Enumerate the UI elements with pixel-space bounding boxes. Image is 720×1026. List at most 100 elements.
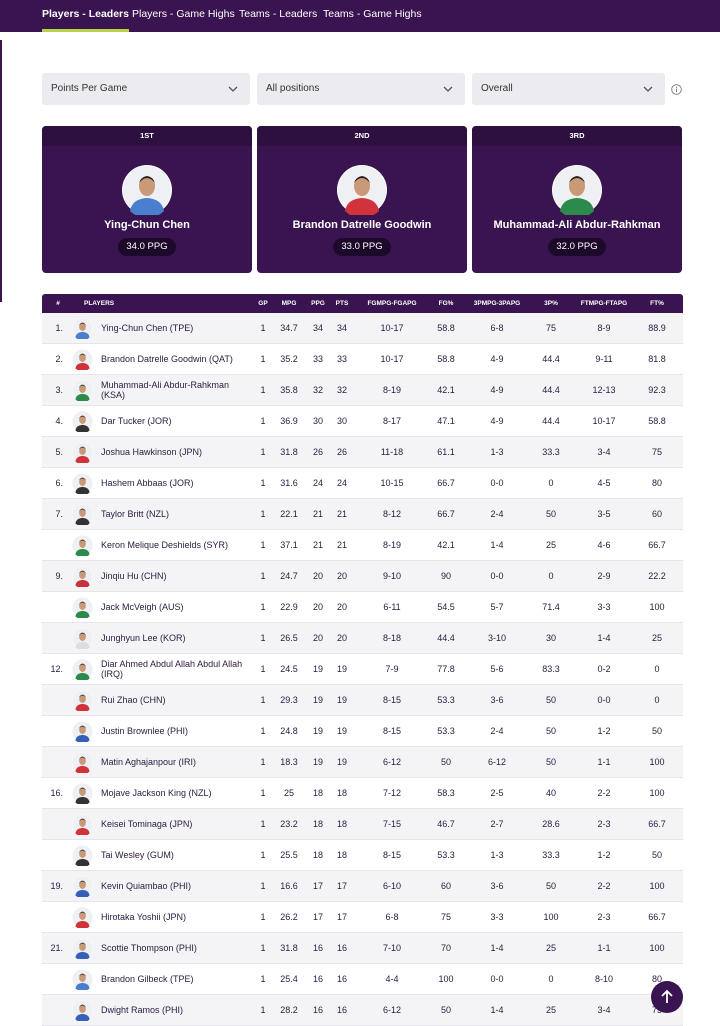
player-name[interactable]: Muhammad-Ali Abdur-Rahkman (KSA) (101, 380, 230, 400)
table-row[interactable]: Justin Brownlee (PHI) 1 24.8 19 19 8-15 53.3 2-… (42, 716, 683, 747)
stat-cell: 16 (312, 943, 324, 953)
player-name[interactable]: Taylor Britt (NZL) (101, 509, 170, 519)
stat-cell: 3-3 (597, 602, 611, 612)
table-row[interactable]: Junghyun Lee (KOR) 1 26.5 20 20 8-18 44.4 3-10 3… (42, 623, 683, 654)
stat-cell: 100 (649, 943, 665, 953)
player-name[interactable]: Mojave Jackson King (NZL) (101, 788, 212, 798)
table-row[interactable]: Keisei Tominaga (JPN) 1 23.2 18 18 7-15 46.7 2-… (42, 809, 683, 840)
stat-cell: 6-8 (490, 323, 504, 333)
stat-cell: 19 (336, 695, 348, 705)
stat-cell: 50 (440, 1005, 452, 1015)
tab[interactable]: Teams - Game Highs (323, 8, 422, 20)
stat-cell: 21 (312, 540, 324, 550)
podium-card[interactable]: 1ST Ying-Chun Chen 34.0 PPG (42, 126, 252, 273)
podium-card[interactable]: 3RD Muhammad-Ali Abdur-Rahkman 32.0 PPG (472, 126, 682, 273)
table-row[interactable]: Matin Aghajanpour (IRI) 1 18.3 19 19 6-12 50 6-… (42, 747, 683, 778)
table-header: # PLAYERS GP MPG PPG PTS FGMPG-FGAPG FG% 3PMPG-3… (42, 294, 683, 313)
tab[interactable]: Players - Game Highs (132, 8, 235, 20)
player-name[interactable]: Jack McVeigh (AUS) (101, 602, 184, 612)
column-header: FGMPG-FGAPG (367, 300, 417, 307)
stat-cell: 0 (548, 571, 554, 581)
player-name[interactable]: Ying-Chun Chen (TPE) (101, 323, 194, 333)
player-name[interactable]: Hashem Abbaas (JOR) (101, 478, 194, 488)
dropdown[interactable]: Points Per Game (42, 73, 250, 105)
stat-cell: 10-15 (380, 478, 404, 488)
table-row[interactable]: 5. Joshua Hawkinson (JPN) 1 31.8 26 26 11-18 61… (42, 437, 683, 468)
table-row[interactable]: Dwight Ramos (PHI) 1 28.2 16 16 6-12 50 1-4 25 3-… (42, 995, 683, 1026)
tab[interactable]: Players - Leaders (42, 0, 129, 32)
stat-cell: 30 (312, 416, 324, 426)
table-row[interactable]: Brandon Gilbeck (TPE) 1 25.4 16 16 4-4 100 0-0 0… (42, 964, 683, 995)
player-name[interactable]: Keisei Tominaga (JPN) (101, 819, 193, 829)
player-name[interactable]: Junghyun Lee (KOR) (101, 633, 186, 643)
stat-cell: 0-0 (597, 695, 611, 705)
player-name[interactable]: Dar Tucker (JOR) (101, 416, 172, 426)
stat-cell: 58.8 (437, 354, 455, 364)
stat-cell: 0 (654, 695, 660, 705)
player-name[interactable]: Hirotaka Yoshii (JPN) (101, 912, 187, 922)
tab[interactable]: Teams - Leaders (239, 8, 318, 20)
table-row[interactable]: Hirotaka Yoshii (JPN) 1 26.2 17 17 6-8 75 3-3 10… (42, 902, 683, 933)
player-name[interactable]: Dwight Ramos (PHI) (101, 1005, 184, 1015)
stat-cell: 100 (649, 602, 665, 612)
stat-cell: 25 (545, 540, 557, 550)
stat-cell: 21 (336, 540, 348, 550)
stat-cell: 26.5 (280, 633, 298, 643)
player-name[interactable]: Rui Zhao (CHN) (101, 695, 166, 705)
player-name[interactable]: Kevin Quiambao (PHI) (101, 881, 192, 891)
table-row[interactable]: 19. Kevin Quiambao (PHI) 1 16.6 17 17 6-10 60 3-… (42, 871, 683, 902)
stat-cell: 1 (260, 571, 266, 581)
player-name[interactable]: Scottie Thompson (PHI) (101, 943, 197, 953)
stat-cell: 1 (260, 509, 266, 519)
stat-cell: 20 (312, 571, 324, 581)
avatar (72, 318, 93, 339)
stat-cell: 1 (260, 602, 266, 612)
dropdown[interactable]: Overall (472, 73, 665, 105)
stat-cell: 21 (336, 509, 348, 519)
stat-cell: 1-3 (490, 850, 504, 860)
table-row[interactable]: Rui Zhao (CHN) 1 29.3 19 19 8-15 53.3 3-6 50 0-0 0 (42, 685, 683, 716)
stat-cell: 7-12 (382, 788, 402, 798)
player-name[interactable]: Diar Ahmed Abdul Allah Abdul Allah (IRQ) (101, 659, 243, 679)
table-row[interactable]: 1. Ying-Chun Chen (TPE) 1 34.7 34 34 10-17 58.8… (42, 313, 683, 344)
player-name[interactable]: Jinqiu Hu (CHN) (101, 571, 167, 581)
player-name[interactable]: Matin Aghajanpour (IRI) (101, 757, 197, 767)
dropdown[interactable]: All positions (257, 73, 465, 105)
player-name[interactable]: Brandon Gilbeck (TPE) (101, 974, 194, 984)
scroll-top-button[interactable] (651, 981, 683, 1013)
stat-cell: 20 (336, 602, 348, 612)
avatar (72, 597, 93, 618)
player-name[interactable]: Justin Brownlee (PHI) (101, 726, 189, 736)
table-row[interactable]: 2. Brandon Datrelle Goodwin (QAT) 1 35.2 33 3… (42, 344, 683, 375)
player-name[interactable]: Keron Melique Deshields (SYR) (101, 540, 229, 550)
table-row[interactable]: Tai Wesley (GUM) 1 25.5 18 18 8-15 53.3 1-3 33.3… (42, 840, 683, 871)
column-header: FG% (438, 300, 454, 307)
table-row[interactable]: 9. Jinqiu Hu (CHN) 1 24.7 20 20 9-10 90 0-0 0 2-9 2… (42, 561, 683, 592)
dropdown-label: Points Per Game (51, 83, 128, 94)
rank: 5. (55, 447, 63, 457)
info-icon[interactable] (671, 84, 682, 95)
stat-cell: 50 (545, 695, 557, 705)
podium-value: 34.0 PPG (118, 238, 176, 256)
stat-cell: 7-15 (382, 819, 402, 829)
stat-cell: 25.5 (280, 850, 298, 860)
stat-cell: 1 (260, 416, 266, 426)
stat-cell: 10-17 (380, 323, 404, 333)
table-row[interactable]: 6. Hashem Abbaas (JOR) 1 31.6 24 24 10-15 66.7 0… (42, 468, 683, 499)
stat-cell: 1-4 (490, 943, 504, 953)
table-row[interactable]: 4. Dar Tucker (JOR) 1 36.9 30 30 8-17 47.1 4-9 44… (42, 406, 683, 437)
stat-cell: 3-4 (597, 447, 611, 457)
table-row[interactable]: 16. Mojave Jackson King (NZL) 1 25 18 18 7-12 5… (42, 778, 683, 809)
table-row[interactable]: Keron Melique Deshields (SYR) 1 37.1 21 21 8-… (42, 530, 683, 561)
player-name[interactable]: Tai Wesley (GUM) (101, 850, 174, 860)
table-row[interactable]: 3. Muhammad-Ali Abdur-Rahkman (KSA) 1 35.8 3… (42, 375, 683, 406)
player-name[interactable]: Brandon Datrelle Goodwin (QAT) (101, 354, 233, 364)
podium-card[interactable]: 2ND Brandon Datrelle Goodwin 33.0 PPG (257, 126, 467, 273)
table-row[interactable]: 12. Diar Ahmed Abdul Allah Abdul Allah (I… (42, 654, 683, 685)
table-row[interactable]: 7. Taylor Britt (NZL) 1 22.1 21 21 8-12 66.7 2-4… (42, 499, 683, 530)
table-row[interactable]: 21. Scottie Thompson (PHI) 1 31.8 16 16 7-10 70… (42, 933, 683, 964)
player-name[interactable]: Joshua Hawkinson (JPN) (101, 447, 203, 457)
table-row[interactable]: Jack McVeigh (AUS) 1 22.9 20 20 6-11 54.5 5-7 71… (42, 592, 683, 623)
avatar (72, 845, 93, 866)
stat-cell: 66.7 (437, 509, 455, 519)
